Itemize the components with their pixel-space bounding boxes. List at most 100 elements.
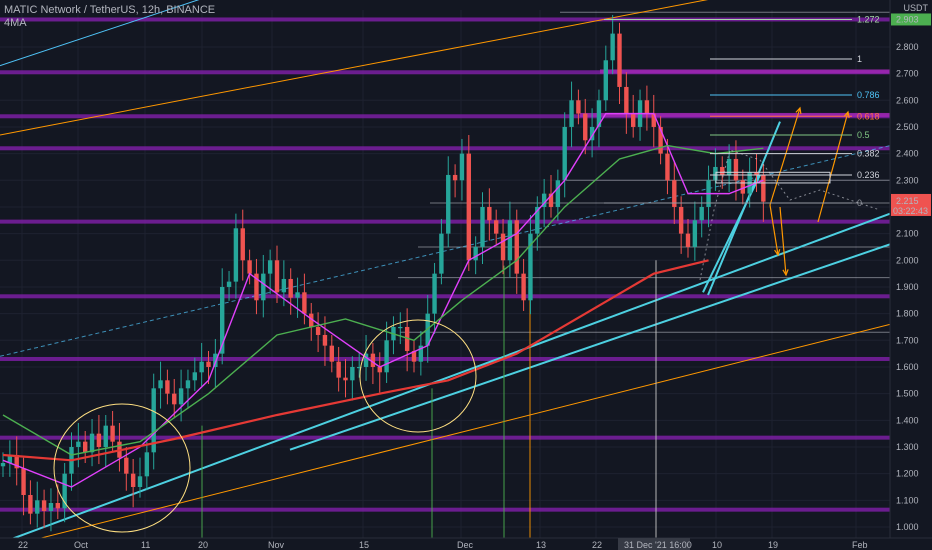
candle-body [487,206,492,221]
candle-body [439,233,444,274]
y-tick-label: 2.300 [896,175,919,185]
x-tick-label: 10 [712,540,722,550]
candle-body [589,126,595,141]
y-tick-label: 2.400 [896,149,919,159]
candle-body [247,260,252,274]
candle-body [254,273,259,301]
moving-average-line [2,144,764,456]
resistance-zone [0,507,890,512]
fib-label: 0.5 [857,130,870,140]
candle-body [213,353,218,367]
candle-body [41,500,47,511]
candle-body [55,502,60,509]
candle-body [473,246,478,261]
candle-body [631,113,636,127]
candle-body [514,220,519,274]
candle-body [685,233,691,247]
arrow-head [795,106,802,115]
candle-body [644,100,650,114]
resistance-zone [0,435,890,440]
resistance-zone [0,294,890,299]
arrow-head [782,269,789,277]
y-tick-label: 1.700 [896,335,919,345]
candle-body [665,153,670,181]
candle-body [288,278,293,298]
candle-body [398,326,403,329]
resistance-zone [0,17,890,22]
candle-body [199,361,204,373]
candle-body [233,228,239,282]
candle-body [720,166,725,175]
candle-body [583,113,588,141]
candle-body [35,500,40,514]
crosshair-time-badge [618,538,690,550]
candle-body [363,353,369,367]
x-tick-label: Dec [457,540,474,550]
candle-body [521,273,526,301]
y-tick-label: 1.300 [896,442,919,452]
x-tick-label: 13 [536,540,546,550]
resistance-zone [0,114,890,119]
support-trendline-2 [289,243,891,451]
indicator-label: 4MA [4,17,27,29]
candle-body [658,126,663,154]
candle-body [281,278,287,293]
candle-body [617,33,622,87]
y-tick-label: 1.900 [896,282,919,292]
fib-label: 0.786 [857,90,880,100]
long-trend-line [0,0,200,67]
x-tick-label: Feb [852,540,868,550]
candle-body [466,153,471,261]
candle-body [295,292,300,298]
candle-body [494,220,499,234]
fib-label: 1 [857,54,862,64]
level-badge [891,13,931,26]
candle-body [172,393,177,405]
candle-body [377,366,382,373]
y-tick-label: 2.700 [896,69,919,79]
time-axis-bg [0,538,890,550]
range-box [715,171,831,184]
fib-label: 0.382 [857,149,880,159]
candle-body [261,273,266,301]
candle-body [336,361,341,378]
candle-body [110,425,115,442]
trend-lines [0,0,891,549]
y-tick-label: 1.400 [896,415,919,425]
candle-body [713,166,718,181]
candle-body [76,441,81,447]
crosshair-time-label: 31 Dec '21 16:00 [624,540,692,550]
candle-body [432,273,437,314]
price-axis-bg [890,0,932,550]
candle-body [541,193,547,207]
candle-body [507,220,513,261]
y-tick-label: 1.000 [896,522,919,532]
candle-body [274,260,280,293]
highlight-circle [359,319,477,433]
y-tick-label: 1.800 [896,309,919,319]
candle-body [83,441,88,453]
candle-body [267,260,273,274]
fib-label: 0 [857,198,862,208]
candle-body [124,457,129,474]
candle-body [459,153,465,181]
y-tick-label: 1.500 [896,389,919,399]
candle-body [651,113,656,127]
resistance-zone [0,219,890,224]
x-tick-label: 22 [18,540,28,550]
projection-arrow [817,111,849,223]
candle-body [678,206,684,234]
moving-average-line [2,112,764,488]
candle-body [0,462,6,467]
projection-arrow [779,206,787,276]
candle-body [624,86,629,114]
x-tick-label: 15 [359,540,369,550]
candle-body [130,473,136,487]
current-price-text: 2.215 [896,196,919,206]
channel-lower-line [0,323,891,549]
candle-body [206,361,211,367]
candle-body [548,193,554,207]
